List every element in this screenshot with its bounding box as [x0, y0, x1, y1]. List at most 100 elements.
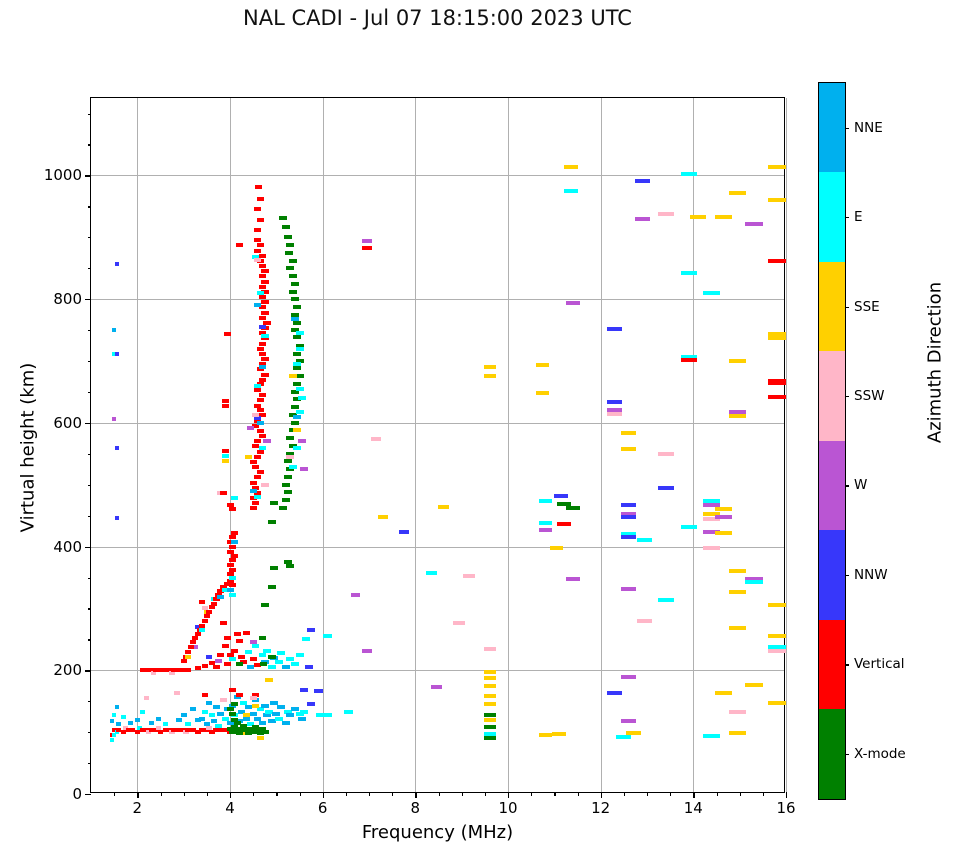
data-point	[621, 531, 636, 536]
colorbar-tick	[845, 753, 849, 755]
data-point	[767, 701, 786, 706]
data-point	[258, 365, 266, 370]
data-point	[233, 632, 241, 637]
data-point	[290, 420, 299, 425]
data-point	[228, 657, 236, 662]
data-point	[112, 733, 117, 738]
data-point	[556, 521, 571, 526]
data-point	[219, 621, 227, 626]
data-point	[616, 735, 632, 740]
data-point	[208, 713, 215, 718]
data-point	[258, 727, 266, 731]
y-axis-major-tick	[85, 175, 91, 177]
data-point	[235, 693, 243, 697]
data-point	[286, 713, 295, 718]
data-point	[680, 271, 697, 276]
data-point	[767, 259, 786, 264]
colorbar-category-label: X-mode	[854, 745, 906, 762]
data-point	[252, 485, 259, 490]
data-point	[187, 644, 194, 649]
x-axis-major-tick	[600, 792, 602, 798]
data-point	[258, 253, 266, 258]
data-point	[267, 585, 276, 590]
data-point	[315, 713, 325, 718]
data-point	[235, 731, 243, 736]
data-point	[295, 652, 304, 657]
data-point	[536, 362, 550, 367]
data-point	[279, 506, 288, 511]
data-point	[109, 737, 114, 742]
colorbar-segment-nnw	[819, 530, 845, 620]
y-axis-minor-tick	[87, 330, 91, 332]
colorbar-axis-label: Azimuth Direction	[924, 281, 946, 444]
data-point	[219, 490, 227, 495]
data-point	[703, 512, 721, 517]
data-point	[112, 328, 117, 332]
data-point	[288, 289, 297, 294]
data-point	[538, 521, 552, 525]
data-point	[293, 351, 302, 356]
data-point	[371, 436, 381, 441]
y-axis-label: Virtual height (km)	[17, 362, 39, 533]
data-point	[767, 336, 786, 340]
data-point	[221, 716, 229, 721]
x-axis-major-tick	[322, 792, 324, 798]
data-point	[256, 397, 264, 402]
data-point	[767, 633, 786, 638]
data-point	[254, 227, 262, 232]
data-point	[254, 475, 262, 480]
y-axis-minor-tick	[87, 113, 91, 115]
data-point	[260, 357, 269, 362]
data-point	[728, 414, 746, 418]
data-point	[231, 530, 239, 535]
data-point	[219, 584, 227, 589]
colorbar-segment-e	[819, 172, 845, 263]
data-point	[203, 722, 210, 727]
data-point	[217, 711, 225, 716]
data-point	[162, 728, 168, 733]
data-point	[377, 514, 388, 519]
data-point	[212, 705, 220, 710]
colorbar-category-label: NNW	[854, 566, 888, 583]
data-point	[245, 705, 252, 710]
data-point	[189, 640, 196, 645]
data-point	[203, 728, 210, 733]
data-point	[767, 165, 786, 170]
data-point	[162, 722, 168, 727]
data-point	[634, 178, 650, 183]
data-point	[148, 668, 154, 673]
data-point	[166, 668, 173, 673]
data-point	[767, 331, 786, 336]
x-axis-minor-tick	[762, 792, 765, 796]
data-point	[112, 712, 117, 717]
data-point	[217, 589, 225, 594]
data-point	[265, 678, 274, 683]
data-point	[127, 720, 133, 725]
colorbar-tick	[845, 396, 849, 398]
data-point	[483, 712, 496, 717]
data-point	[767, 197, 786, 202]
x-gridline	[786, 98, 787, 792]
y-axis-minor-tick	[87, 144, 91, 146]
y-gridline	[91, 546, 784, 548]
data-point	[258, 351, 266, 356]
data-point	[293, 414, 302, 419]
data-point	[258, 324, 266, 329]
data-point	[300, 709, 309, 714]
data-point	[112, 416, 117, 421]
data-point	[728, 569, 746, 574]
y-gridline	[91, 299, 784, 301]
data-point	[224, 581, 232, 586]
data-point	[256, 196, 264, 201]
y-axis-minor-tick	[87, 391, 91, 394]
data-point	[208, 730, 215, 735]
data-point	[130, 728, 136, 733]
data-point	[565, 577, 580, 582]
data-point	[221, 728, 229, 733]
data-point	[728, 625, 746, 630]
data-point	[258, 331, 266, 336]
data-point	[290, 328, 299, 332]
data-point	[270, 701, 278, 706]
data-point	[483, 684, 496, 689]
